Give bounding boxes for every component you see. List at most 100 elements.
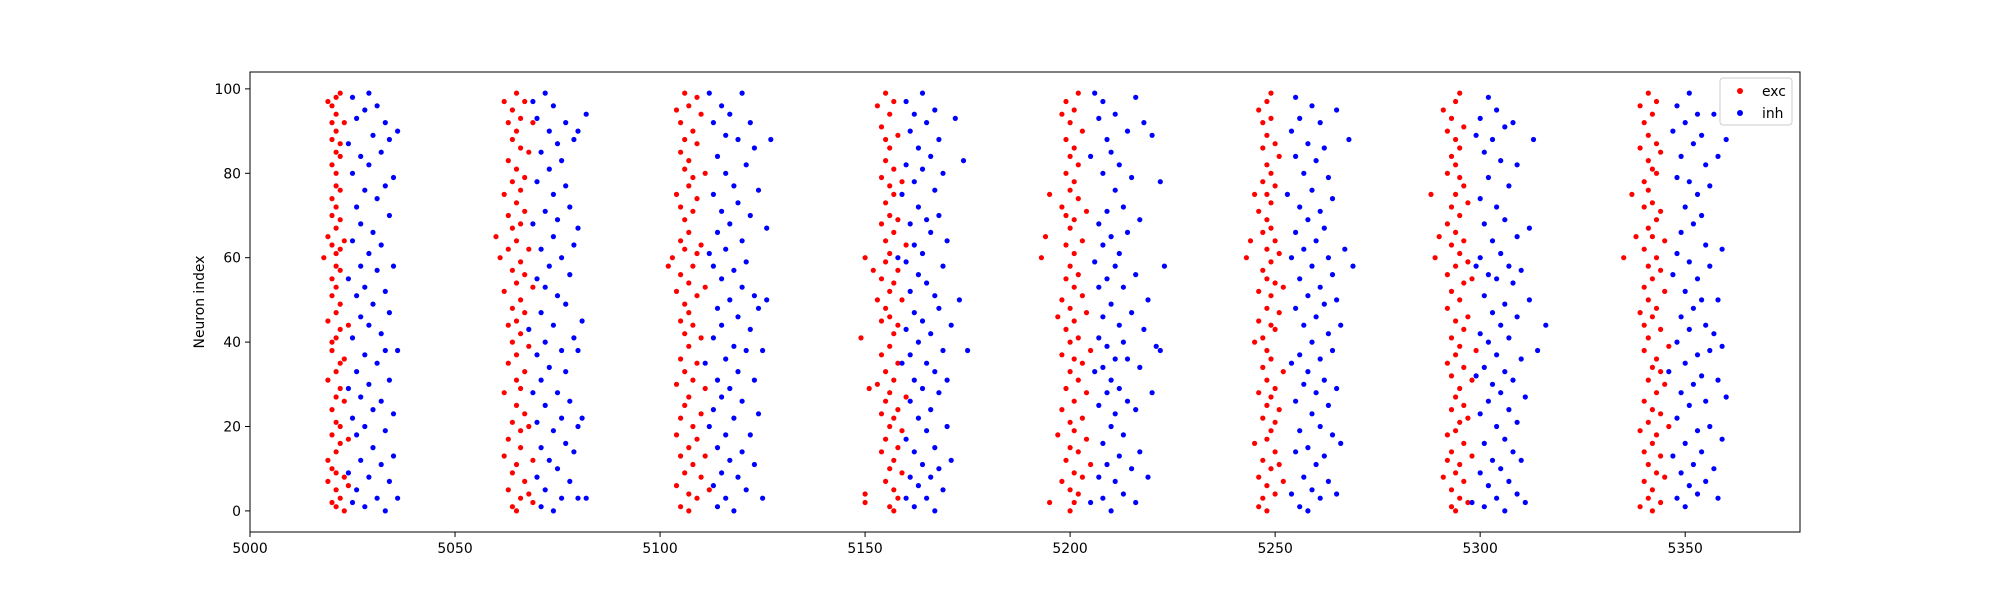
spike-inh-461 <box>1514 419 1520 425</box>
spike-inh-281 <box>1100 440 1106 446</box>
spike-exc-371 <box>1268 115 1274 121</box>
spike-inh-225 <box>915 272 922 278</box>
spike-inh-443 <box>1498 250 1504 257</box>
spike-exc-509 <box>1658 369 1664 375</box>
spike-exc-218 <box>883 238 889 244</box>
spike-exc-155 <box>682 166 688 172</box>
spike-exc-341 <box>1260 335 1266 341</box>
spike-inh-213 <box>907 221 913 227</box>
spike-exc-170 <box>690 423 696 430</box>
spike-inh-384 <box>1321 453 1327 459</box>
spike-inh-36 <box>370 301 376 307</box>
spike-inh-506 <box>1690 141 1696 147</box>
spike-inh-185 <box>747 326 753 332</box>
spike-inh-250 <box>932 107 938 113</box>
spike-inh-516 <box>1699 212 1705 219</box>
spike-exc-145 <box>678 204 684 210</box>
spike-exc-65 <box>493 234 499 240</box>
spike-exc-59 <box>341 356 347 362</box>
spike-exc-188 <box>698 242 704 248</box>
spike-exc-23 <box>333 487 339 493</box>
spike-inh-47 <box>378 242 384 248</box>
spike-exc-467 <box>1641 322 1647 328</box>
spike-inh-360 <box>1301 170 1307 176</box>
spike-inh-312 <box>1120 339 1126 345</box>
spike-inh-98 <box>550 191 557 197</box>
spike-inh-347 <box>1293 229 1299 235</box>
spike-inh-277 <box>1096 284 1102 290</box>
spike-inh-433 <box>1489 136 1496 143</box>
spike-exc-506 <box>1658 499 1664 506</box>
spike-exc-71 <box>501 98 507 105</box>
spike-exc-203 <box>874 103 881 109</box>
spike-exc-13 <box>329 293 335 299</box>
spike-exc-450 <box>1465 200 1471 206</box>
spike-exc-230 <box>887 250 893 257</box>
spike-inh-215 <box>911 504 917 510</box>
spike-exc-426 <box>1457 495 1463 501</box>
spike-exc-485 <box>1649 508 1655 514</box>
x-tick-label-5350: 5350 <box>1668 541 1703 557</box>
spike-inh-75 <box>534 179 540 185</box>
spike-exc-267 <box>1059 407 1065 413</box>
spike-inh-534 <box>1719 436 1725 442</box>
spike-inh-53 <box>382 183 388 189</box>
spike-exc-12 <box>329 339 335 345</box>
spike-inh-101 <box>554 390 561 396</box>
spike-inh-134 <box>706 250 712 257</box>
spike-exc-514 <box>1662 474 1668 480</box>
spike-inh-338 <box>1157 347 1163 354</box>
spike-inh-536 <box>1723 394 1729 400</box>
spike-inh-196 <box>760 347 766 354</box>
spike-inh-526 <box>1707 183 1713 189</box>
spike-exc-254 <box>899 470 905 476</box>
spike-inh-227 <box>915 145 922 151</box>
spike-exc-294 <box>1071 470 1077 476</box>
spike-inh-524 <box>1707 347 1713 354</box>
spike-inh-168 <box>731 267 737 273</box>
spike-inh-298 <box>1108 149 1114 155</box>
x-tick-label-5100: 5100 <box>642 541 677 557</box>
spike-exc-518 <box>1666 423 1672 430</box>
spike-exc-487 <box>1649 440 1655 446</box>
spike-exc-149 <box>682 402 688 408</box>
spike-exc-191 <box>702 385 708 392</box>
spike-inh-152 <box>719 208 725 214</box>
spike-exc-128 <box>530 284 536 290</box>
spike-inh-15 <box>354 115 360 121</box>
spike-exc-354 <box>1264 276 1270 282</box>
spike-inh-501 <box>1686 90 1692 96</box>
spike-exc-329 <box>1252 339 1258 345</box>
spike-exc-362 <box>1268 428 1274 434</box>
spike-inh-141 <box>710 120 717 126</box>
spike-exc-342 <box>1260 267 1266 273</box>
spike-inh-158 <box>723 170 729 176</box>
spike-inh-77 <box>538 504 544 510</box>
spike-inh-254 <box>936 212 942 219</box>
spike-inh-125 <box>575 347 581 354</box>
spike-exc-37 <box>333 170 339 176</box>
spike-exc-186 <box>698 411 704 417</box>
spike-inh-89 <box>546 457 552 463</box>
spike-exc-212 <box>883 478 889 484</box>
spike-exc-84 <box>509 305 515 311</box>
spike-inh-242 <box>928 331 934 337</box>
spike-inh-537 <box>1723 136 1729 143</box>
spike-exc-237 <box>891 457 897 463</box>
spike-exc-336 <box>1256 107 1262 113</box>
spike-inh-333 <box>1149 390 1155 396</box>
spike-inh-529 <box>1711 111 1717 117</box>
spike-inh-462 <box>1514 314 1520 320</box>
spike-exc-44 <box>337 423 343 430</box>
spike-inh-471 <box>1526 225 1532 231</box>
spike-exc-50 <box>337 246 343 252</box>
spike-inh-283 <box>1100 314 1106 320</box>
spike-inh-503 <box>1690 381 1696 387</box>
spike-exc-124 <box>526 246 532 252</box>
spike-inh-306 <box>1116 385 1122 392</box>
spike-inh-296 <box>1108 301 1114 307</box>
spike-inh-376 <box>1313 238 1319 244</box>
spike-inh-371 <box>1309 187 1315 193</box>
spike-exc-259 <box>903 242 909 248</box>
spike-exc-127 <box>530 499 536 506</box>
